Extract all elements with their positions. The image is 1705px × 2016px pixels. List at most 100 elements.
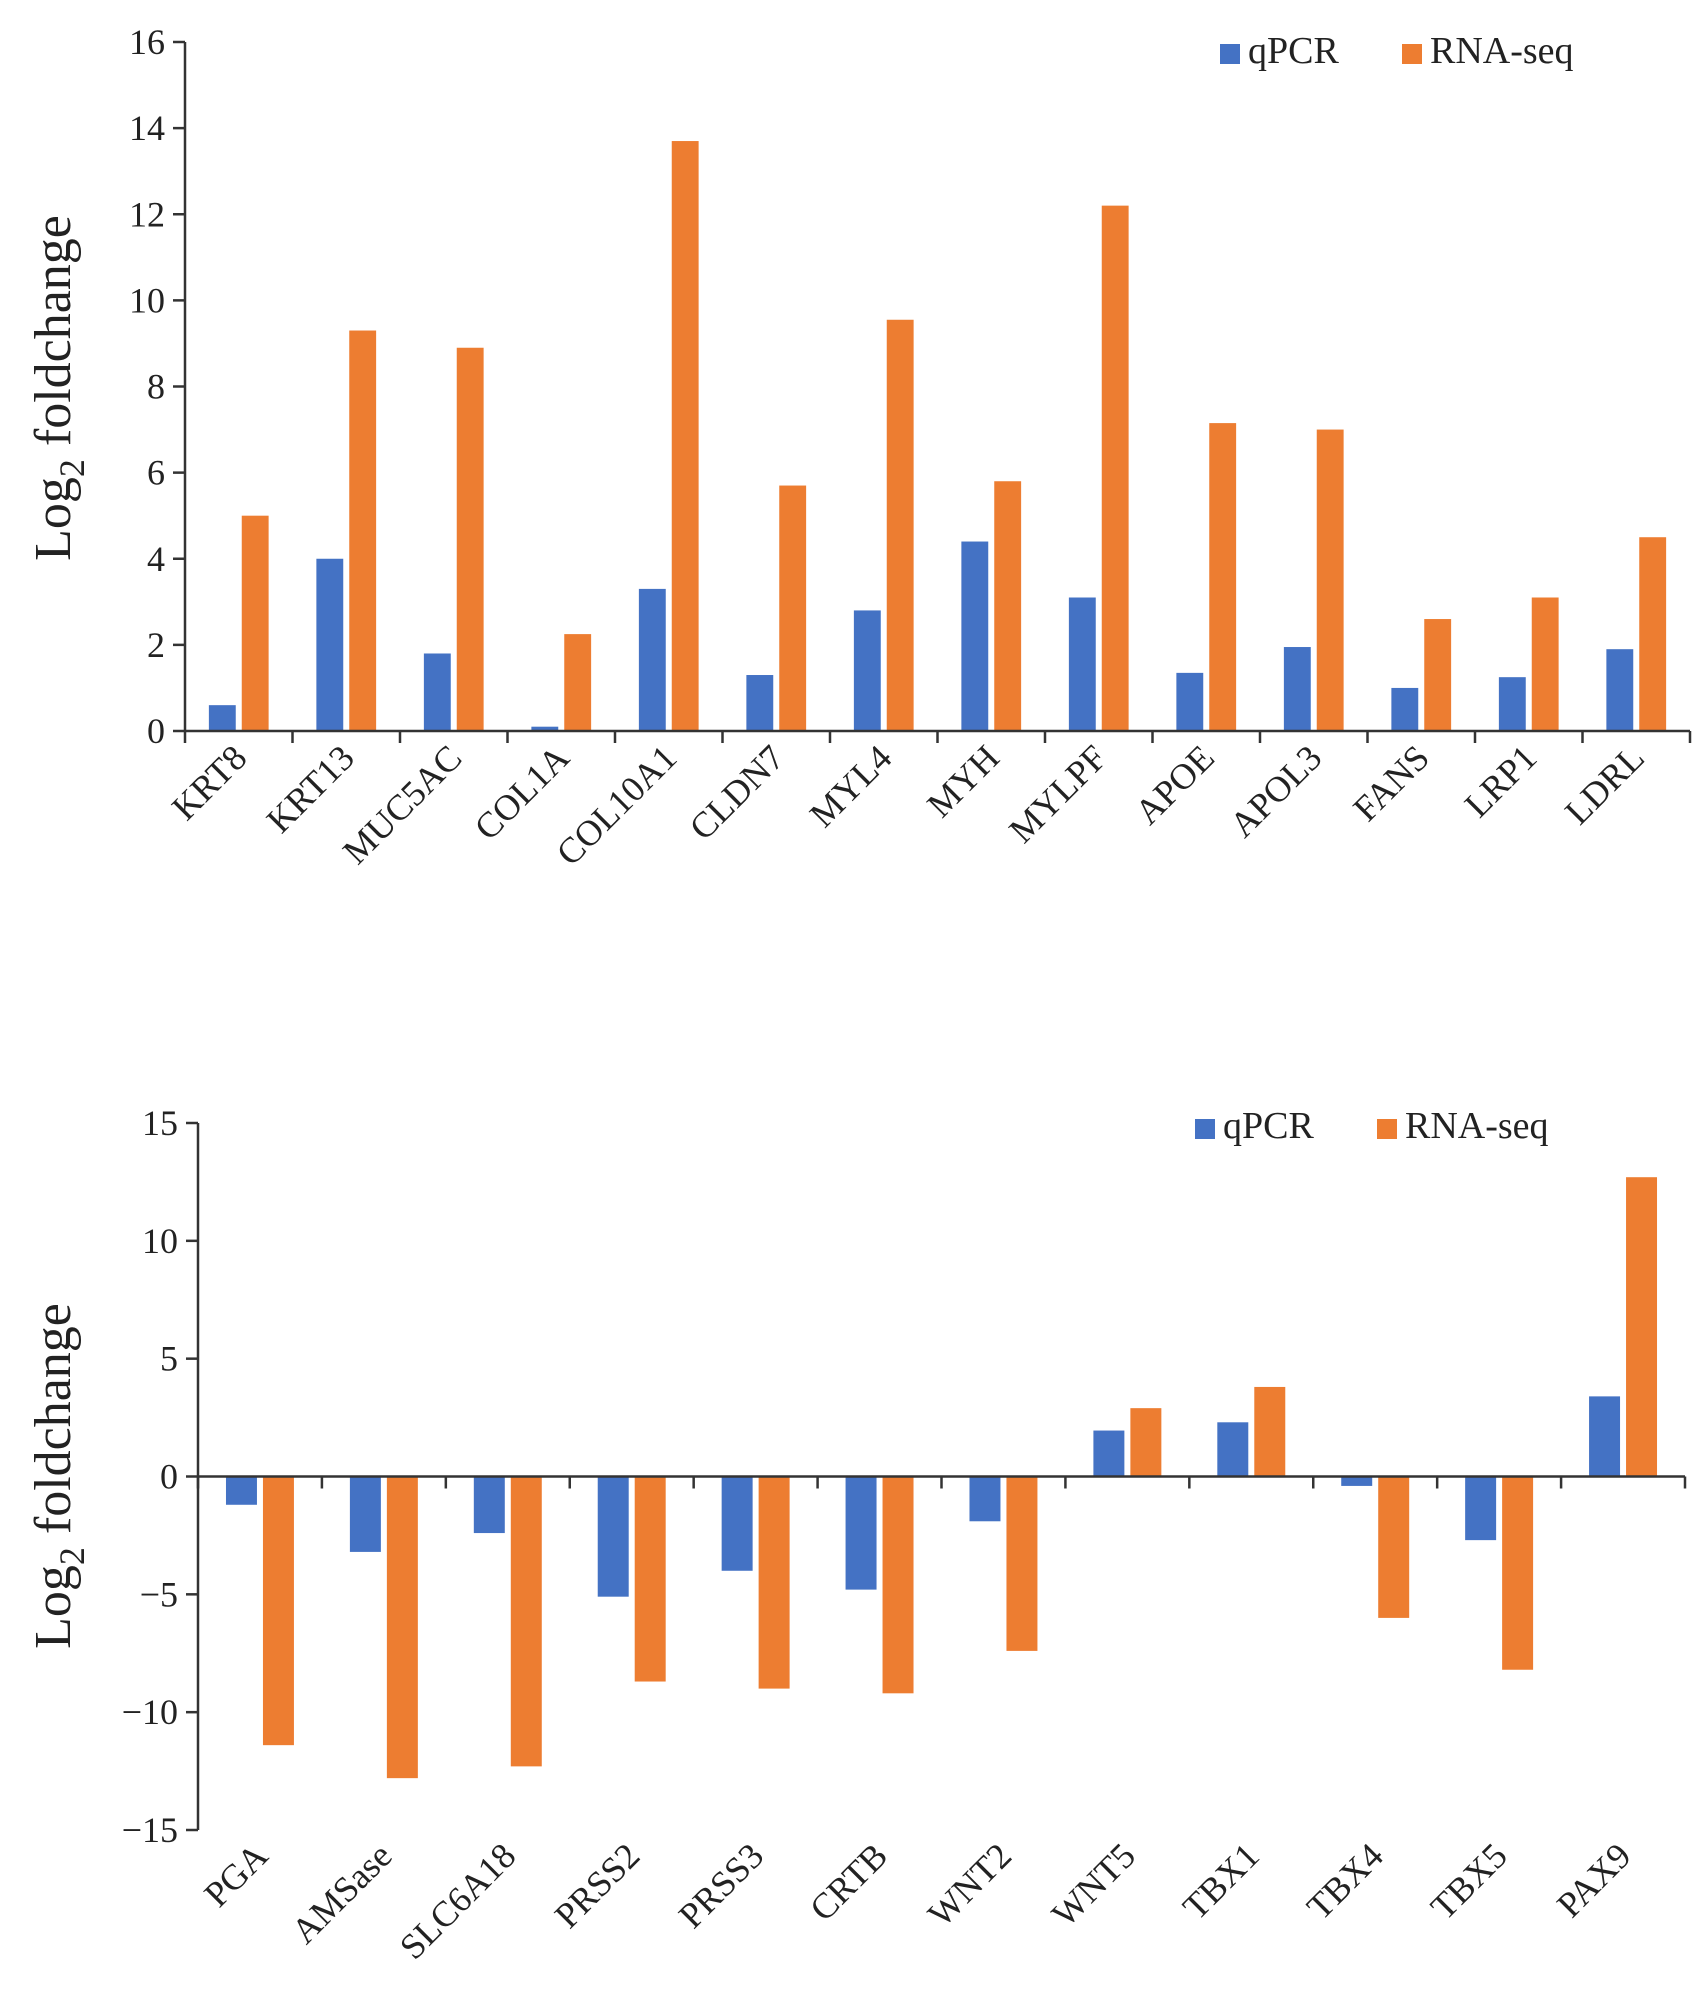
bar-rnaseq-krt8: [241, 515, 269, 731]
category-label: TBX5: [1423, 1835, 1515, 1927]
bar-qpcr-myl4: [853, 610, 881, 731]
bar-qpcr-prss3: [721, 1476, 753, 1571]
bar-qpcr-apol3: [1283, 647, 1311, 731]
bar-rnaseq-col1a: [564, 634, 592, 731]
y-axis-label-subscript: 2: [52, 459, 92, 477]
bar-qpcr-lrp1: [1498, 677, 1526, 731]
category-label: SLC6A18: [392, 1835, 524, 1967]
bar-rnaseq-pga: [262, 1476, 294, 1746]
bar-qpcr-col1a: [531, 726, 559, 731]
bar-qpcr-prss2: [597, 1476, 629, 1597]
y-tick-label: 14: [129, 108, 165, 148]
bar-qpcr-mylpf: [1068, 597, 1096, 731]
bar-rnaseq-pax9: [1626, 1177, 1658, 1477]
bar-qpcr-crtb: [845, 1476, 877, 1590]
chart-2: −15 −10 −5 0 5 10 15 Log2 foldchange PGA AMSaseSL…: [25, 1103, 1687, 1967]
category-label: LDRL: [1557, 737, 1652, 832]
legend-label-qpcr: qPCR: [1223, 1105, 1314, 1147]
category-label: PRSS2: [547, 1835, 647, 1935]
bar-rnaseq-apol3: [1316, 429, 1344, 731]
category-label: PAX9: [1549, 1835, 1639, 1925]
category-label: COL1A: [467, 737, 577, 847]
bar-qpcr-amsase: [349, 1476, 381, 1552]
legend-swatch-qpcr: [1220, 44, 1240, 64]
bar-rnaseq-ldrl: [1639, 537, 1667, 731]
bar-qpcr-wnt2: [969, 1476, 1001, 1522]
y-tick-label: 2: [147, 625, 165, 665]
y-axis-label: Log2 foldchange: [25, 1303, 92, 1649]
category-label: FANS: [1345, 737, 1436, 828]
bar-rnaseq-mylpf: [1101, 205, 1129, 731]
bar-qpcr-apoe: [1176, 672, 1204, 731]
bar-rnaseq-krt13: [349, 330, 377, 731]
bar-rnaseq-lrp1: [1531, 597, 1559, 731]
y-tick-label: 8: [147, 367, 165, 407]
bar-qpcr-pga: [225, 1476, 257, 1505]
category-label: KRT13: [259, 737, 362, 840]
category-label: WNT5: [1044, 1835, 1143, 1934]
bar-rnaseq-wnt5: [1130, 1408, 1162, 1477]
y-tick-label: −5: [140, 1574, 178, 1614]
category-label: APOE: [1127, 737, 1222, 832]
bar-rnaseq-prss3: [758, 1476, 790, 1689]
bar-rnaseq-slc6a18: [510, 1476, 542, 1767]
legend-swatch-rnaseq: [1402, 44, 1422, 64]
category-label: LRP1: [1457, 737, 1545, 825]
y-tick-label: 10: [142, 1221, 178, 1261]
bar-rnaseq-crtb: [882, 1476, 914, 1694]
y-axis-label-subscript: 2: [52, 1547, 92, 1565]
y-tick-label: 4: [147, 539, 165, 579]
bar-rnaseq-myh: [994, 481, 1022, 731]
bar-qpcr-krt13: [316, 558, 344, 731]
y-tick-label: 6: [147, 453, 165, 493]
bar-qpcr-tbx4: [1341, 1476, 1373, 1486]
y-tick-label: 16: [129, 22, 165, 62]
category-label: MYL4: [802, 737, 900, 835]
category-label: COL10A1: [549, 737, 685, 873]
y-tick-label: 15: [142, 1103, 178, 1143]
bar-rnaseq-tbx1: [1254, 1386, 1286, 1477]
category-label: TBX1: [1175, 1835, 1267, 1927]
category-label: APOL3: [1222, 737, 1329, 844]
bar-qpcr-tbx5: [1465, 1476, 1497, 1541]
bar-rnaseq-wnt2: [1006, 1476, 1038, 1651]
y-tick-label: −10: [122, 1692, 178, 1732]
bar-rnaseq-apoe: [1209, 423, 1237, 731]
bar-rnaseq-amsase: [386, 1476, 418, 1779]
category-label: CRTB: [802, 1835, 895, 1928]
bar-qpcr-muc5ac: [423, 653, 451, 731]
y-tick-label: 0: [147, 711, 165, 751]
bar-qpcr-fans: [1391, 687, 1419, 731]
legend-label-qpcr: qPCR: [1248, 30, 1339, 72]
y-axis-label-main: Log: [25, 1565, 82, 1649]
y-axis-label-main: Log: [25, 477, 82, 561]
bar-rnaseq-fans: [1424, 619, 1452, 731]
category-label: PRSS3: [671, 1835, 771, 1935]
bar-rnaseq-col10a1: [671, 141, 699, 731]
bar-qpcr-cldn7: [746, 675, 774, 731]
bar-rnaseq-tbx5: [1502, 1476, 1534, 1670]
bar-qpcr-slc6a18: [473, 1476, 505, 1534]
category-label: MUC5AC: [335, 737, 469, 871]
legend-swatch-rnaseq: [1377, 1119, 1397, 1139]
legend-swatch-qpcr: [1195, 1119, 1215, 1139]
y-axis-label: Log2 foldchange: [25, 215, 92, 561]
y-tick-label: 10: [129, 280, 165, 320]
bar-qpcr-myh: [961, 541, 989, 731]
bar-qpcr-wnt5: [1093, 1430, 1125, 1477]
y-axis-label-suffix: foldchange: [25, 215, 82, 459]
y-tick-label: −15: [122, 1810, 178, 1850]
bar-qpcr-col10a1: [638, 588, 666, 731]
category-label: AMSase: [284, 1835, 400, 1951]
y-axis-label-suffix: foldchange: [25, 1303, 82, 1547]
bar-rnaseq-muc5ac: [456, 347, 484, 731]
bar-rnaseq-tbx4: [1378, 1476, 1410, 1618]
category-label: TBX4: [1299, 1835, 1391, 1927]
y-tick-label: 5: [160, 1339, 178, 1379]
category-label: CLDN7: [682, 737, 792, 847]
category-label: MYLPF: [1001, 737, 1114, 850]
category-label: KRT8: [164, 737, 254, 827]
category-label: PGA: [196, 1835, 275, 1914]
